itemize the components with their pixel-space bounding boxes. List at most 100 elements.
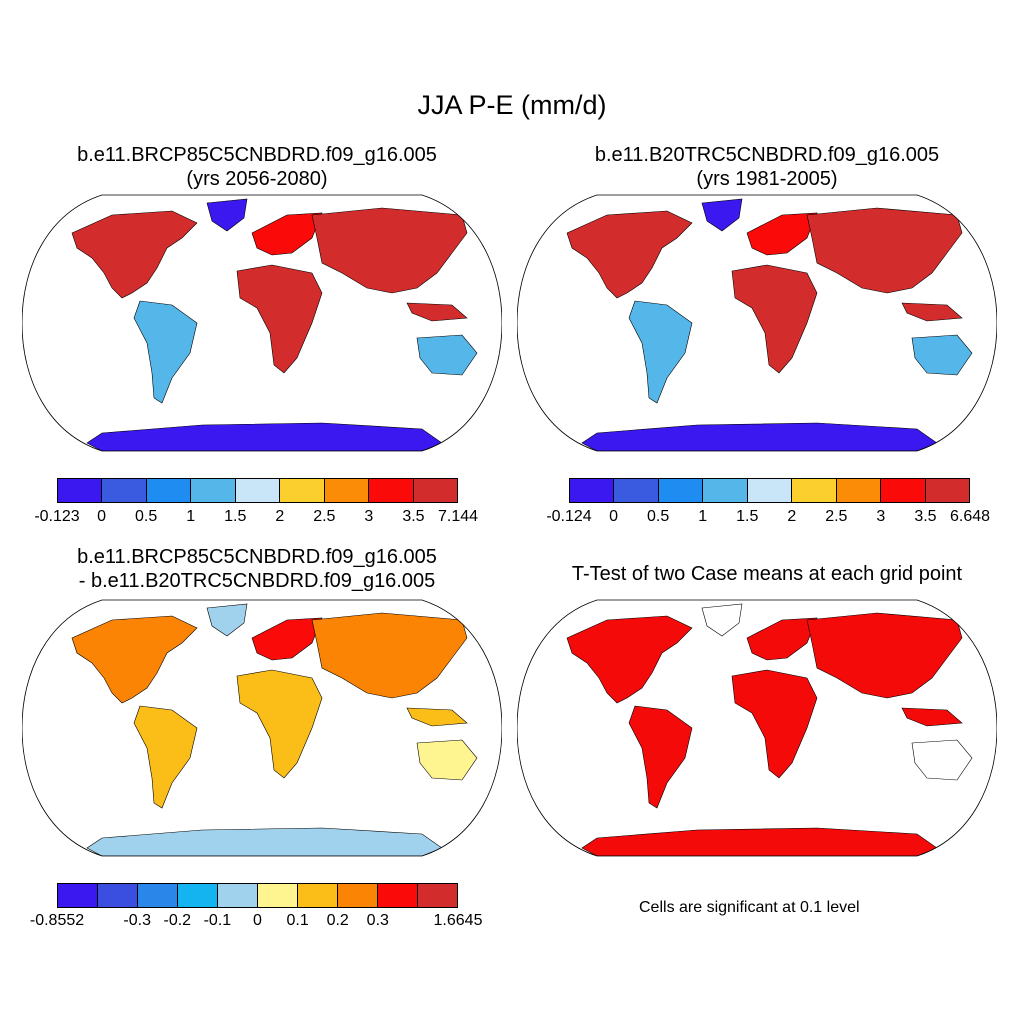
cb2-box-4 bbox=[747, 479, 793, 502]
continent-indonesia bbox=[901, 302, 963, 322]
continent-greenland bbox=[206, 198, 248, 232]
cb2-tick-label: 2.5 bbox=[825, 508, 848, 525]
continent-samerica bbox=[628, 300, 693, 404]
continent-asia bbox=[806, 612, 963, 699]
cb2-tick-label: 1 bbox=[698, 508, 708, 525]
continent-namerica bbox=[566, 615, 693, 704]
continent-africa bbox=[731, 669, 818, 779]
cb3-tick-label: -0.1 bbox=[203, 912, 232, 929]
continent-samerica bbox=[133, 705, 198, 809]
cb3-box-6 bbox=[298, 884, 338, 907]
map-panel-3 bbox=[22, 599, 502, 857]
cb3-box-8 bbox=[378, 884, 418, 907]
continent-indonesia bbox=[406, 707, 468, 727]
continent-antarctica bbox=[581, 827, 938, 856]
cb1-box-1 bbox=[102, 479, 147, 502]
continent-namerica bbox=[71, 210, 198, 299]
continent-samerica bbox=[133, 300, 198, 404]
panel-3-title-line1: b.e11.BRCP85C5CNBDRD.f09_g16.005 bbox=[77, 546, 437, 568]
panel-1-title-line2: (yrs 2056-2080) bbox=[186, 168, 328, 190]
cb3-box-0 bbox=[58, 884, 98, 907]
map-frame bbox=[517, 194, 997, 452]
cb3-box-3 bbox=[178, 884, 218, 907]
cb1-box-3 bbox=[191, 479, 236, 502]
cb3-box-1 bbox=[98, 884, 138, 907]
continent-samerica bbox=[628, 705, 693, 809]
continent-antarctica bbox=[86, 422, 443, 451]
panel-1-title-line1: b.e11.BRCP85C5CNBDRD.f09_g16.005 bbox=[77, 144, 437, 166]
continent-indonesia bbox=[901, 707, 963, 727]
colorbar-2 bbox=[569, 478, 970, 503]
cb3-box-2 bbox=[138, 884, 178, 907]
continent-europe bbox=[746, 617, 818, 661]
continent-africa bbox=[236, 264, 323, 374]
cb1-box-4 bbox=[235, 479, 281, 502]
continent-europe bbox=[251, 617, 323, 661]
cb3-tick-label: 0.2 bbox=[326, 912, 349, 929]
cb3-box-4 bbox=[218, 884, 258, 907]
cb1-box-8 bbox=[413, 479, 457, 502]
continent-australia bbox=[911, 739, 973, 781]
map-3-continents bbox=[71, 603, 478, 856]
cb2-tick-label: 3.5 bbox=[914, 508, 937, 525]
cb1-tick-label: 0 bbox=[97, 508, 106, 525]
map-frame bbox=[22, 194, 502, 452]
cb3-box-5 bbox=[258, 884, 298, 907]
cb3-box-7 bbox=[338, 884, 378, 907]
cb1-tick-label: 1 bbox=[186, 508, 196, 525]
continent-africa bbox=[731, 264, 818, 374]
cb2-tick-label: 0 bbox=[609, 508, 618, 525]
cb1-tick-label: 2.5 bbox=[313, 508, 336, 525]
map-frame bbox=[22, 599, 502, 857]
continent-europe bbox=[746, 212, 818, 256]
continent-greenland bbox=[701, 198, 743, 232]
continent-asia bbox=[806, 207, 963, 294]
cb2-box-3 bbox=[703, 479, 748, 502]
cb2-box-8 bbox=[925, 479, 969, 502]
cb1-tick-label: 2 bbox=[275, 508, 285, 525]
panel-3-title: b.e11.BRCP85C5CNBDRD.f09_g16.005 - b.e11… bbox=[22, 545, 492, 593]
cb2-box-5 bbox=[792, 479, 837, 502]
continent-greenland bbox=[701, 603, 743, 637]
cb2-tick-label: 2 bbox=[787, 508, 797, 525]
cb2-box-0 bbox=[570, 479, 615, 502]
cb3-tick-label: -0.3 bbox=[123, 912, 151, 929]
continent-antarctica bbox=[581, 422, 938, 451]
continent-asia bbox=[311, 207, 468, 294]
continent-antarctica bbox=[86, 827, 443, 856]
cb1-tick-label: 3 bbox=[364, 508, 374, 525]
significance-note: Cells are significant at 0.1 level bbox=[639, 899, 860, 916]
cb2-box-2 bbox=[658, 479, 704, 502]
cb2-box-6 bbox=[836, 479, 882, 502]
panel-2-title-line1: b.e11.B20TRC5CNBDRD.f09_g16.005 bbox=[594, 144, 940, 166]
continent-greenland bbox=[206, 603, 248, 637]
cb1-box-0 bbox=[58, 479, 103, 502]
panel-3-title-line2: - b.e11.B20TRC5CNBDRD.f09_g16.005 bbox=[78, 570, 436, 592]
colorbar-3 bbox=[57, 883, 458, 908]
map-panel-2 bbox=[517, 194, 997, 452]
cb3-tick-label: -0.8552 bbox=[29, 912, 85, 929]
cb2-tick-label: -0.124 bbox=[546, 508, 592, 525]
cb3-tick-label: 0 bbox=[253, 912, 262, 929]
map-2-continents bbox=[566, 198, 973, 451]
cb1-tick-label: 3.5 bbox=[402, 508, 425, 525]
continent-australia bbox=[911, 334, 973, 376]
continent-indonesia bbox=[406, 302, 468, 322]
continent-australia bbox=[416, 739, 478, 781]
map-panel-1 bbox=[22, 194, 502, 452]
continent-asia bbox=[311, 612, 468, 699]
map-frame bbox=[517, 599, 997, 857]
cb3-tick-label: -0.2 bbox=[163, 912, 192, 929]
panel-2-title-line2: (yrs 1981-2005) bbox=[696, 168, 838, 190]
continent-africa bbox=[236, 669, 323, 779]
panel-1-title: b.e11.BRCP85C5CNBDRD.f09_g16.005 (yrs 20… bbox=[22, 143, 492, 191]
panel-2-title: b.e11.B20TRC5CNBDRD.f09_g16.005 (yrs 198… bbox=[532, 143, 1002, 191]
colorbar-1 bbox=[57, 478, 458, 503]
panel-4-title: T-Test of two Case means at each grid po… bbox=[522, 562, 1012, 586]
cb2-tick-label: 6.648 bbox=[949, 508, 991, 525]
cb2-tick-label: 3 bbox=[876, 508, 886, 525]
figure-title: JJA P-E (mm/d) bbox=[417, 90, 607, 120]
continent-australia bbox=[416, 334, 478, 376]
cb1-tick-label: 1.5 bbox=[224, 508, 247, 525]
cb2-tick-label: 0.5 bbox=[646, 508, 670, 525]
